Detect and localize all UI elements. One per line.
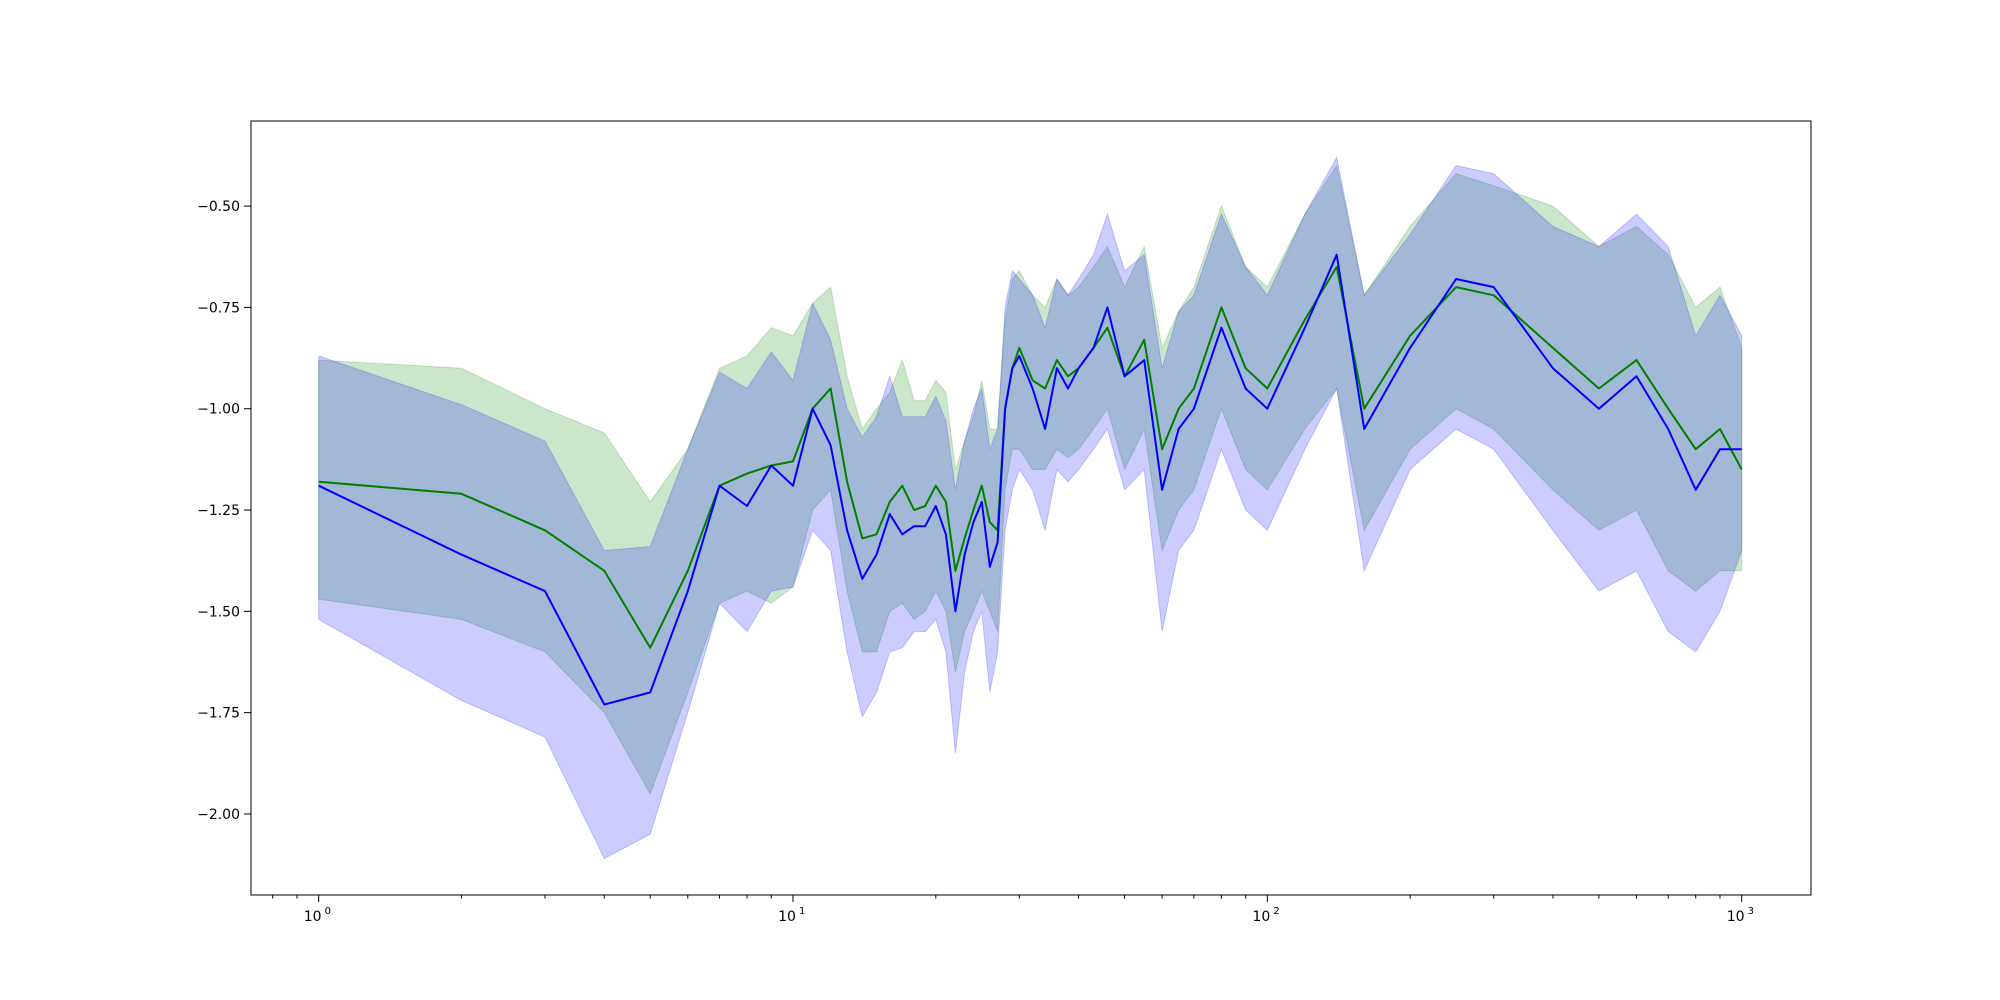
line-series-1: [318, 265, 1743, 649]
band-series-2: [318, 156, 1743, 860]
y-tick-label: −2.00: [197, 807, 240, 823]
x-tick-exponent: 1: [799, 906, 805, 917]
y-tick-label: −1.75: [197, 706, 240, 722]
y-axis: −0.50 −0.75 −1.00 −1.25 −1.50 −1.75 −2.00: [197, 199, 251, 823]
x-tick-label: 10: [1727, 909, 1745, 925]
line-series-2: [318, 253, 1742, 706]
x-tick-label: 10: [778, 909, 796, 925]
x-axis: 10 0 10 1 10 2 10 3: [272, 895, 1754, 925]
confidence-bands: [318, 156, 1743, 860]
plot-frame: [250, 120, 1812, 896]
x-tick-label: 10: [1252, 909, 1270, 925]
y-tick-label: −0.75: [197, 300, 240, 316]
band-series-1: [318, 164, 1743, 795]
x-tick-exponent: 0: [325, 906, 331, 917]
y-tick-label: −1.00: [197, 402, 240, 418]
series-lines: [318, 253, 1743, 706]
x-tick-exponent: 3: [1748, 906, 1754, 917]
x-tick-label: 10: [304, 909, 322, 925]
y-tick-label: −1.50: [197, 604, 240, 620]
y-tick-label: −1.25: [197, 503, 240, 519]
y-tick-label: −0.50: [197, 199, 240, 215]
x-tick-exponent: 2: [1273, 906, 1279, 917]
